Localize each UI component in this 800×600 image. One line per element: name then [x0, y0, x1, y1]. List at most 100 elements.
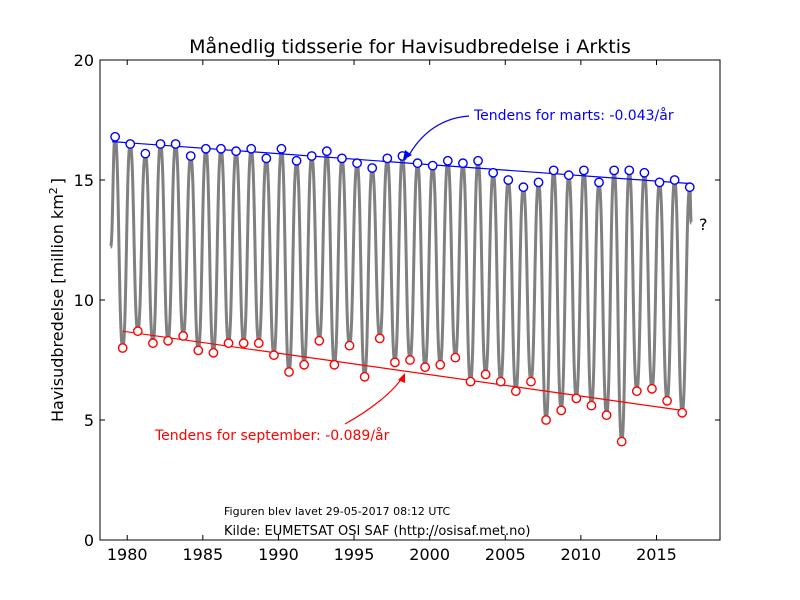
september-point	[601, 410, 612, 421]
march-point	[518, 182, 529, 193]
march-point	[216, 143, 226, 154]
september-point	[148, 338, 158, 349]
september-point	[269, 350, 279, 361]
march-point	[170, 139, 181, 149]
september-point	[541, 415, 551, 425]
september-arrow	[344, 377, 403, 425]
september-trend-line	[122, 330, 683, 411]
march-point	[473, 155, 483, 166]
september-point	[435, 359, 446, 370]
march-trend-label: Tendens for marts: -0.043/år	[473, 107, 674, 124]
september-point	[586, 400, 597, 411]
march-point	[246, 143, 257, 154]
march-point	[594, 177, 604, 188]
september-point	[253, 338, 264, 349]
march-point	[125, 139, 136, 149]
x-tick-label: 2010	[561, 545, 602, 564]
march-point	[306, 151, 317, 161]
september-point	[571, 393, 582, 404]
september-point	[117, 343, 128, 353]
september-point	[616, 436, 627, 447]
source-note: Kilde: EUMETSAT OSI SAF (http://osisaf.m…	[224, 524, 530, 539]
y-tick-label: 15	[74, 171, 94, 190]
march-point	[155, 139, 166, 149]
september-point	[526, 376, 536, 387]
x-tick-label: 1985	[182, 545, 223, 564]
march-point	[503, 175, 514, 185]
march-point	[110, 131, 121, 142]
september-trend-label: Tendens for september: -0.089/år	[154, 427, 390, 444]
september-point	[510, 386, 521, 397]
september-point	[480, 369, 491, 380]
march-point	[458, 158, 468, 169]
question-mark: ?	[699, 215, 708, 234]
march-point	[367, 163, 378, 173]
y-tick-label: 10	[74, 291, 94, 310]
september-point	[299, 359, 310, 370]
september-point	[465, 376, 476, 387]
markers	[110, 131, 695, 447]
september-point	[405, 355, 415, 365]
x-tick-label: 2005	[485, 545, 526, 564]
september-point	[359, 371, 370, 382]
y-tick-label: 20	[74, 51, 94, 70]
september-point	[495, 376, 506, 387]
march-point	[488, 167, 499, 178]
y-tick-label: 0	[84, 531, 94, 550]
march-point	[442, 155, 453, 166]
march-point	[563, 170, 574, 181]
march-point	[639, 167, 650, 178]
september-point	[677, 407, 688, 418]
september-point	[662, 395, 672, 406]
september-point	[132, 326, 143, 337]
september-point	[329, 359, 340, 370]
september-point	[344, 340, 355, 351]
march-arrow	[407, 115, 470, 158]
march-point	[200, 143, 211, 154]
september-point	[389, 357, 400, 368]
march-point	[276, 143, 287, 154]
march-point	[231, 146, 241, 157]
march-point	[382, 153, 393, 164]
x-tick-label: 1980	[107, 545, 148, 564]
september-point	[238, 338, 249, 349]
march-point	[291, 155, 302, 166]
march-point	[140, 148, 151, 159]
september-point	[193, 345, 204, 356]
x-tick-label: 1990	[258, 545, 299, 564]
created-note: Figuren blev lavet 29-05-2017 08:12 UTC	[224, 505, 450, 518]
september-point	[208, 347, 219, 358]
march-point	[654, 177, 665, 188]
september-point	[631, 386, 642, 397]
september-point	[420, 362, 431, 373]
x-tick-label: 2000	[409, 545, 450, 564]
x-tick-label: 1995	[334, 545, 375, 564]
september-point	[163, 335, 173, 346]
march-point	[427, 160, 438, 171]
september-point	[556, 405, 567, 416]
march-point	[352, 158, 362, 169]
september-point	[284, 367, 294, 377]
plot-frame	[99, 59, 721, 541]
september-point	[450, 352, 461, 363]
march-point	[579, 165, 589, 176]
march-arrowhead	[403, 150, 412, 160]
september-point	[178, 331, 189, 341]
march-point	[337, 153, 347, 164]
march-point	[624, 165, 635, 176]
monthly-extent-line	[109, 135, 693, 444]
march-point	[261, 153, 272, 164]
march-point	[412, 158, 423, 169]
y-tick-label: 5	[84, 411, 94, 430]
monthly-series	[109, 135, 693, 444]
march-point	[684, 182, 695, 193]
march-point	[185, 151, 196, 161]
march-point	[669, 175, 680, 185]
september-point	[223, 338, 234, 349]
march-point	[533, 177, 544, 188]
september-point	[374, 333, 385, 344]
september-point	[314, 335, 325, 346]
september-point	[647, 383, 657, 394]
